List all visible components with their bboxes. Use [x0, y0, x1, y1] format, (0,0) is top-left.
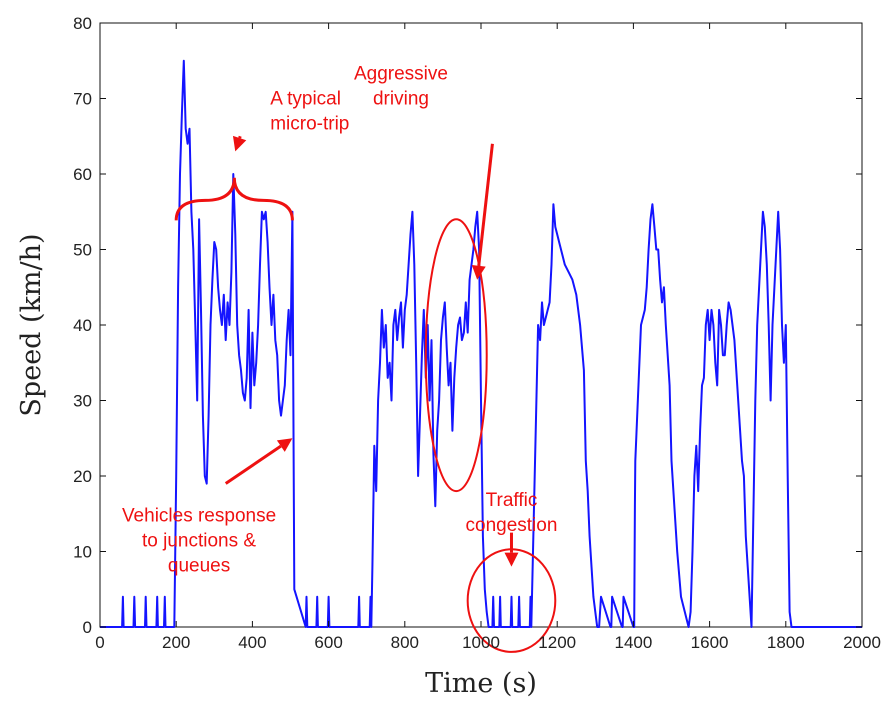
x-tick-label: 2000: [843, 633, 881, 652]
annotation-label: A typical micro-trip: [270, 88, 349, 134]
annotation-label: Vehicles response to junctions & queues: [122, 505, 276, 576]
x-tick-label: 1800: [767, 633, 805, 652]
speed-series-line: [100, 59, 862, 628]
y-tick-label: 80: [73, 14, 92, 33]
y-tick-label: 50: [73, 241, 92, 260]
x-tick-label: 600: [314, 633, 342, 652]
x-tick-label: 800: [391, 633, 419, 652]
y-tick-label: 10: [73, 543, 92, 562]
y-tick-label: 30: [73, 392, 92, 411]
y-tick-label: 70: [73, 90, 92, 109]
y-tick-label: 0: [83, 618, 92, 637]
y-tick-label: 20: [73, 467, 92, 486]
x-tick-label: 1200: [538, 633, 576, 652]
annotation-ellipse: [424, 218, 488, 493]
y-tick-label: 40: [73, 316, 92, 335]
annotation-arrow: [224, 438, 293, 485]
x-tick-label: 1400: [614, 633, 652, 652]
x-tick-label: 0: [95, 633, 104, 652]
annotation-arrow: [232, 135, 247, 152]
y-tick-label: 60: [73, 165, 92, 184]
x-tick-label: 400: [238, 633, 266, 652]
y-axis-label: Speed (km/h): [16, 233, 47, 416]
x-tick-label: 200: [162, 633, 190, 652]
x-tick-label: 1600: [691, 633, 729, 652]
annotation-arrow: [471, 143, 494, 280]
micro-trip-bracket: [174, 177, 294, 221]
x-tick-label: 1000: [462, 633, 500, 652]
annotation-ellipse: [466, 548, 557, 653]
x-axis-label: Time (s): [425, 668, 537, 699]
annotation-label: Aggressive driving: [354, 64, 448, 110]
annotation-label: Traffic congestion: [466, 490, 558, 536]
